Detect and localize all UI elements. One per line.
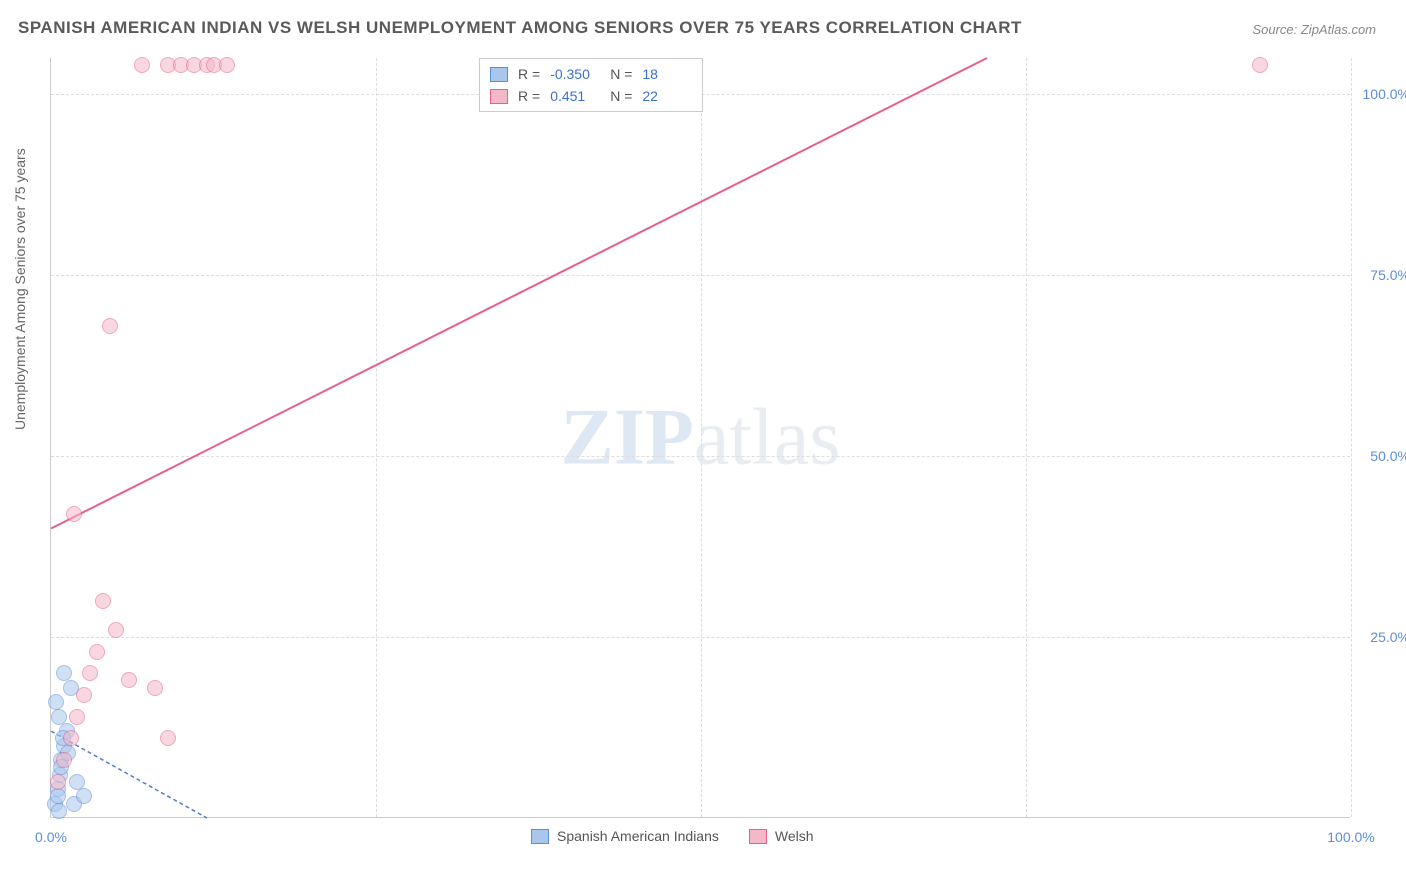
data-point: [1252, 57, 1268, 73]
r-value: 0.451: [550, 88, 600, 104]
data-point: [66, 506, 82, 522]
stats-legend: R = -0.350 N = 18 R = 0.451 N = 22: [479, 58, 703, 112]
legend-item: Spanish American Indians: [531, 828, 719, 844]
series-legend: Spanish American Indians Welsh: [531, 828, 814, 844]
r-label: R =: [518, 88, 540, 104]
data-point: [121, 672, 137, 688]
data-point: [51, 709, 67, 725]
data-point: [82, 665, 98, 681]
series-swatch: [490, 89, 508, 104]
data-point: [56, 665, 72, 681]
data-point: [51, 803, 67, 819]
stats-row: R = -0.350 N = 18: [490, 63, 692, 85]
legend-item: Welsh: [749, 828, 814, 844]
data-point: [102, 318, 118, 334]
y-tick-label: 25.0%: [1355, 629, 1406, 645]
stats-row: R = 0.451 N = 22: [490, 85, 692, 107]
x-tick-label: 100.0%: [1327, 829, 1374, 845]
y-tick-label: 100.0%: [1355, 86, 1406, 102]
data-point: [134, 57, 150, 73]
data-point: [147, 680, 163, 696]
chart-title: SPANISH AMERICAN INDIAN VS WELSH UNEMPLO…: [18, 18, 1022, 38]
data-point: [95, 593, 111, 609]
data-point: [108, 622, 124, 638]
r-value: -0.350: [550, 66, 600, 82]
data-point: [160, 730, 176, 746]
plot-area: ZIPatlas 25.0%50.0%75.0%100.0%0.0%100.0%: [50, 58, 1350, 818]
data-point: [76, 788, 92, 804]
n-value: 22: [642, 88, 692, 104]
data-point: [56, 752, 72, 768]
legend-swatch: [749, 829, 767, 844]
trend-svg: [51, 58, 1351, 818]
data-point: [63, 730, 79, 746]
r-label: R =: [518, 66, 540, 82]
legend-swatch: [531, 829, 549, 844]
y-tick-label: 50.0%: [1355, 448, 1406, 464]
source-label: Source: ZipAtlas.com: [1252, 22, 1376, 37]
data-point: [48, 694, 64, 710]
n-value: 18: [642, 66, 692, 82]
legend-label: Welsh: [775, 828, 814, 844]
data-point: [69, 709, 85, 725]
n-label: N =: [610, 66, 632, 82]
trend-line: [51, 58, 987, 528]
y-tick-label: 75.0%: [1355, 267, 1406, 283]
n-label: N =: [610, 88, 632, 104]
legend-label: Spanish American Indians: [557, 828, 719, 844]
data-point: [89, 644, 105, 660]
x-tick-label: 0.0%: [35, 829, 67, 845]
series-swatch: [490, 67, 508, 82]
data-point: [219, 57, 235, 73]
data-point: [76, 687, 92, 703]
y-axis-label: Unemployment Among Seniors over 75 years: [12, 148, 28, 430]
gridline-v: [1351, 58, 1352, 817]
data-point: [50, 774, 66, 790]
